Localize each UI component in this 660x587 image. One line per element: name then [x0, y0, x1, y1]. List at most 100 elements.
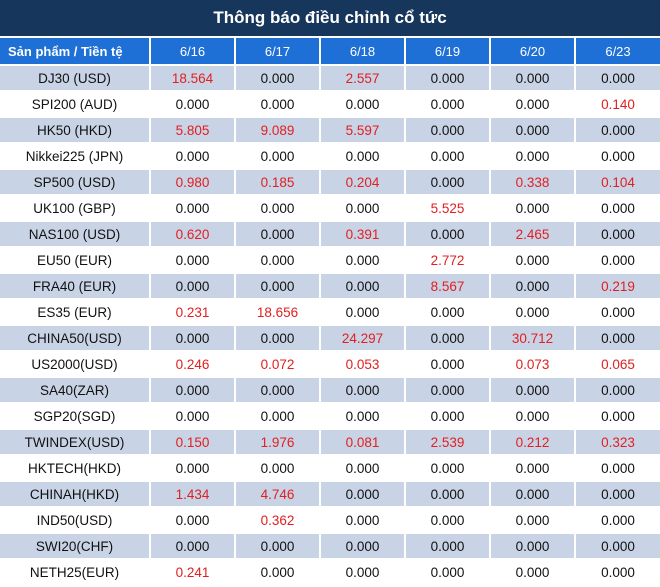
value-cell: 0.000	[405, 298, 491, 325]
value-cell: 0.000	[320, 272, 406, 299]
value-cell: 0.000	[575, 506, 660, 533]
column-header-date: 6/23	[575, 38, 660, 65]
product-cell: ES35 (EUR)	[0, 298, 151, 325]
value-cell: 0.000	[235, 558, 321, 584]
table-row: HK50 (HKD) 5.805 9.089 5.597 0.000 0.000 0.000	[0, 116, 660, 143]
table-row: ES35 (EUR) 0.231 18.656 0.000 0.000 0.000 0.00…	[0, 298, 660, 325]
value-cell: 0.000	[405, 402, 491, 429]
value-cell: 5.597	[320, 116, 406, 143]
product-cell: SA40(ZAR)	[0, 376, 151, 403]
value-cell: 0.980	[150, 168, 236, 195]
value-cell: 0.000	[150, 90, 236, 117]
value-cell: 0.000	[235, 64, 321, 91]
value-cell: 0.000	[490, 376, 576, 403]
value-cell: 0.000	[575, 324, 660, 351]
value-cell: 0.000	[150, 142, 236, 169]
dividend-adjustment-table: Sản phẩm / Tiền tệ 6/16 6/17 6/18 6/19 6…	[0, 38, 660, 584]
value-cell: 0.000	[490, 194, 576, 221]
product-cell: IND50(USD)	[0, 506, 151, 533]
value-cell: 0.000	[490, 64, 576, 91]
value-cell: 0.000	[150, 376, 236, 403]
value-cell: 0.000	[320, 558, 406, 584]
value-cell: 0.072	[235, 350, 321, 377]
value-cell: 0.000	[235, 220, 321, 247]
value-cell: 0.000	[490, 532, 576, 559]
value-cell: 0.000	[150, 402, 236, 429]
product-cell: SGP20(SGD)	[0, 402, 151, 429]
value-cell: 0.000	[320, 506, 406, 533]
table-row: SGP20(SGD) 0.000 0.000 0.000 0.000 0.000 0.000	[0, 402, 660, 429]
value-cell: 0.000	[150, 272, 236, 299]
product-cell: HK50 (HKD)	[0, 116, 151, 143]
value-cell: 0.000	[575, 142, 660, 169]
value-cell: 0.000	[405, 480, 491, 507]
value-cell: 0.000	[490, 558, 576, 584]
value-cell: 0.000	[405, 64, 491, 91]
table-row: TWINDEX(USD) 0.150 1.976 0.081 2.539 0.212 0.3…	[0, 428, 660, 455]
table-row: DJ30 (USD) 18.564 0.000 2.557 0.000 0.000 0.00…	[0, 64, 660, 91]
value-cell: 0.000	[490, 142, 576, 169]
value-cell: 0.000	[575, 194, 660, 221]
value-cell: 0.185	[235, 168, 321, 195]
value-cell: 0.000	[320, 298, 406, 325]
value-cell: 0.000	[575, 558, 660, 584]
value-cell: 0.000	[405, 350, 491, 377]
product-cell: FRA40 (EUR)	[0, 272, 151, 299]
value-cell: 0.000	[235, 454, 321, 481]
product-cell: UK100 (GBP)	[0, 194, 151, 221]
value-cell: 0.000	[405, 168, 491, 195]
value-cell: 0.000	[235, 246, 321, 273]
value-cell: 0.204	[320, 168, 406, 195]
value-cell: 0.000	[405, 142, 491, 169]
value-cell: 0.081	[320, 428, 406, 455]
value-cell: 2.772	[405, 246, 491, 273]
value-cell: 0.000	[235, 532, 321, 559]
table-row: UK100 (GBP) 0.000 0.000 0.000 5.525 0.000 0.00…	[0, 194, 660, 221]
value-cell: 0.000	[405, 506, 491, 533]
value-cell: 0.000	[320, 142, 406, 169]
value-cell: 0.000	[405, 376, 491, 403]
value-cell: 0.000	[490, 246, 576, 273]
product-cell: Nikkei225 (JPN)	[0, 142, 151, 169]
table-row: Nikkei225 (JPN) 0.000 0.000 0.000 0.000 0.000…	[0, 142, 660, 169]
table-row: NETH25(EUR) 0.241 0.000 0.000 0.000 0.000 0.00…	[0, 558, 660, 584]
column-header-date: 6/18	[320, 38, 406, 65]
value-cell: 0.000	[490, 402, 576, 429]
value-cell: 0.000	[575, 454, 660, 481]
value-cell: 0.000	[235, 376, 321, 403]
value-cell: 0.000	[235, 272, 321, 299]
value-cell: 24.297	[320, 324, 406, 351]
value-cell: 0.000	[235, 402, 321, 429]
value-cell: 5.805	[150, 116, 236, 143]
value-cell: 0.000	[490, 298, 576, 325]
value-cell: 0.000	[235, 90, 321, 117]
value-cell: 0.000	[575, 64, 660, 91]
value-cell: 0.000	[320, 402, 406, 429]
column-header-date: 6/16	[150, 38, 236, 65]
value-cell: 0.000	[405, 116, 491, 143]
value-cell: 18.564	[150, 64, 236, 91]
product-cell: SP500 (USD)	[0, 168, 151, 195]
value-cell: 2.539	[405, 428, 491, 455]
value-cell: 0.000	[320, 376, 406, 403]
product-cell: EU50 (EUR)	[0, 246, 151, 273]
product-cell: SWI20(CHF)	[0, 532, 151, 559]
value-cell: 0.620	[150, 220, 236, 247]
column-header-date: 6/20	[490, 38, 576, 65]
value-cell: 0.073	[490, 350, 576, 377]
value-cell: 0.000	[150, 506, 236, 533]
value-cell: 0.000	[575, 298, 660, 325]
value-cell: 0.000	[320, 480, 406, 507]
table-row: FRA40 (EUR) 0.000 0.000 0.000 8.567 0.000 0.21…	[0, 272, 660, 299]
value-cell: 0.323	[575, 428, 660, 455]
value-cell: 0.104	[575, 168, 660, 195]
value-cell: 0.391	[320, 220, 406, 247]
table-row: CHINA50(USD) 0.000 0.000 24.297 0.000 30.712 0…	[0, 324, 660, 351]
product-cell: NETH25(EUR)	[0, 558, 151, 584]
value-cell: 0.000	[235, 194, 321, 221]
product-cell: DJ30 (USD)	[0, 64, 151, 91]
value-cell: 0.000	[575, 376, 660, 403]
value-cell: 0.000	[490, 272, 576, 299]
value-cell: 1.434	[150, 480, 236, 507]
product-cell: NAS100 (USD)	[0, 220, 151, 247]
